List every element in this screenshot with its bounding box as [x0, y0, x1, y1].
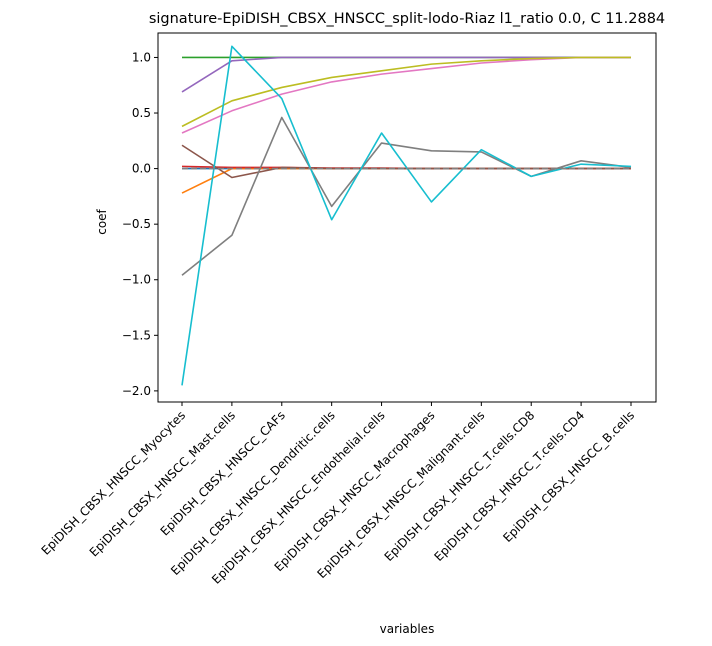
series-line-5	[181, 56, 631, 93]
series-line-10	[181, 45, 632, 386]
y-tick-label: 1.0	[132, 50, 151, 64]
series-line-8	[181, 116, 632, 276]
x-axis-label: variables	[380, 622, 435, 636]
y-tick-label: −1.5	[122, 328, 151, 342]
y-axis-label: coef	[95, 208, 109, 234]
y-tick-label: −2.0	[122, 384, 151, 398]
series-line-9	[181, 56, 631, 128]
series-line-7	[181, 56, 631, 134]
y-tick-label: 0.0	[132, 162, 151, 176]
series-line-6	[181, 144, 631, 179]
axes-frame	[157, 32, 657, 403]
x-axis: EpiDISH_CBSX_HNSCC_MyocytesEpiDISH_CBSX_…	[39, 402, 637, 587]
series-line-2	[181, 167, 631, 194]
y-tick-label: 0.5	[132, 106, 151, 120]
plot-area	[181, 45, 632, 386]
y-tick-label: −0.5	[122, 217, 151, 231]
chart-title: signature-EpiDISH_CBSX_HNSCC_split-lodo-…	[149, 11, 665, 27]
x-tick-label: EpiDISH_CBSX_HNSCC_Endothelial.cells	[209, 408, 388, 587]
y-tick-label: −1.0	[122, 273, 151, 287]
y-axis: 1.0 0.5 0.0 −0.5 −1.0 −1.5 −2.0	[122, 50, 158, 398]
